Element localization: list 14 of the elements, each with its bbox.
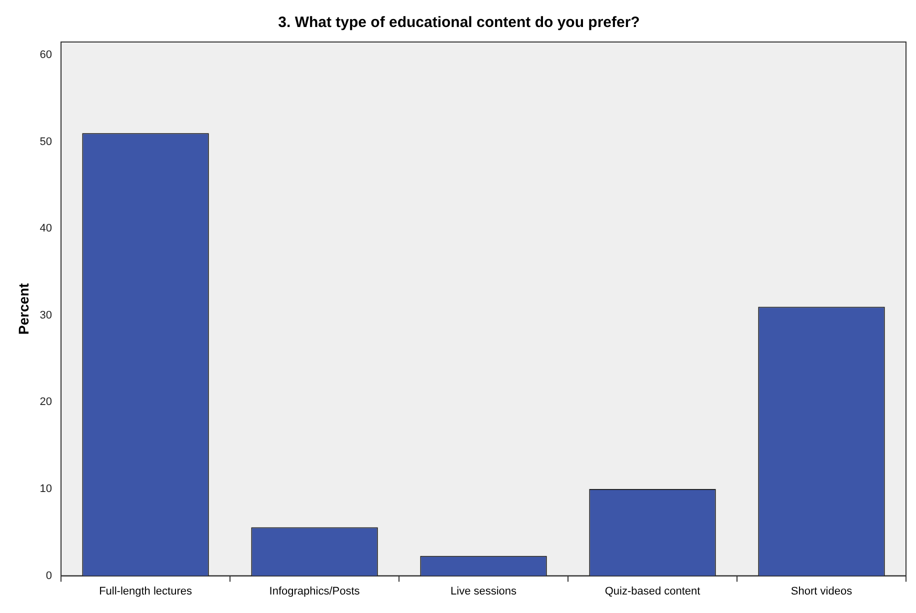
y-axis-title: Percent (15, 282, 32, 335)
x-tick-label: Quiz-based content (604, 585, 700, 598)
y-tick-label: 30 (40, 309, 52, 322)
x-tick-label: Full-length lectures (99, 585, 192, 598)
y-tick-label: 0 (46, 570, 52, 582)
x-tick-label: Live sessions (450, 585, 518, 598)
chart-title: 3. What type of educational content do you prefer? (278, 14, 640, 32)
x-tick-label: Short videos (790, 585, 853, 598)
y-tick-label: 50 (40, 136, 52, 148)
y-tick-label: 40 (40, 222, 52, 235)
y-tick-label: 20 (40, 396, 52, 408)
x-tick-label: Infographics/Posts (269, 585, 360, 598)
y-tick-label: 10 (40, 483, 52, 496)
y-tick-label: 60 (40, 49, 52, 62)
